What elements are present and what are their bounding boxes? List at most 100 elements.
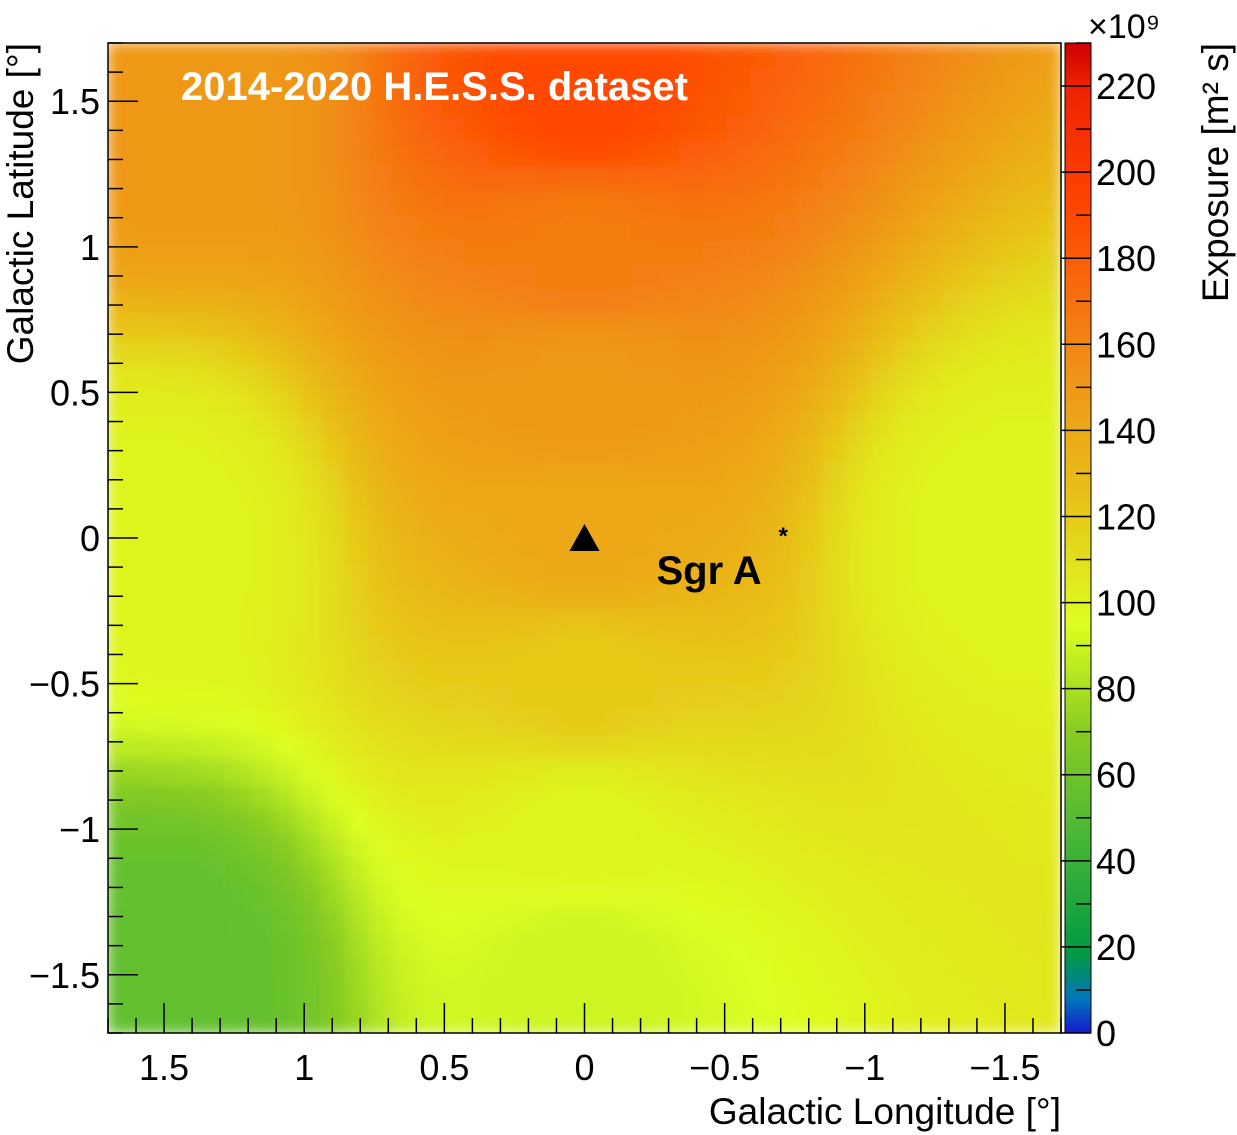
heatmap-cell [917,462,943,490]
heatmap-cell [917,685,943,713]
heatmap-cell [845,883,872,911]
heatmap-cell [369,413,395,440]
heatmap-cell [917,957,943,985]
heatmap-cell [774,586,800,614]
heatmap-cell [678,512,705,539]
heatmap-cell [750,957,777,985]
heatmap-cell [726,215,753,242]
heatmap-cell [178,43,205,69]
heatmap-cell [964,883,991,911]
heatmap-cell [154,660,181,688]
heatmap-cell [154,66,181,94]
heatmap-cell [321,363,348,391]
heatmap-cell [108,512,133,539]
heatmap-cell [631,289,657,317]
heatmap-cell [940,314,967,341]
heatmap-cell [464,561,491,589]
heatmap-cell [845,784,872,812]
heatmap-cell [797,413,824,440]
heatmap-cell [631,908,657,935]
heatmap-cell [297,586,324,614]
heatmap-cell [821,586,848,614]
heatmap-cell [488,858,515,886]
heatmap-cell [702,264,729,292]
heatmap-cell [583,314,610,341]
heatmap-cell [512,264,538,292]
heatmap-cell [940,487,967,515]
heatmap-cell [154,710,181,737]
heatmap-cell [226,586,252,614]
heatmap-cell [774,289,800,317]
heatmap-cell [750,537,777,564]
heatmap-cell [416,710,443,737]
heatmap-cell [345,710,372,737]
heatmap-cell [178,858,205,886]
heatmap-cell [678,636,705,663]
heatmap-cell [893,487,920,515]
heatmap-cell [750,363,777,391]
heatmap-cell [154,933,181,960]
heatmap-cell [750,611,777,638]
heatmap-cell [178,636,205,663]
heatmap-cell [726,289,753,317]
heatmap-cell [774,116,800,143]
heatmap-cell [130,735,157,762]
heatmap-cell [607,933,634,960]
heatmap-cell [869,685,896,713]
heatmap-cell [273,982,300,1010]
heatmap-cell [345,512,372,539]
heatmap-cell [392,710,419,737]
heatmap-cell [583,933,610,960]
heatmap-cell [154,165,181,193]
heatmap-cell [726,339,753,366]
heatmap-cell [917,240,943,267]
heatmap-cell [345,660,372,688]
heatmap-cell [797,660,824,688]
heatmap-cell [964,438,991,465]
heatmap-cell [583,957,610,985]
heatmap-cell [154,91,181,119]
heatmap-cell [273,116,300,143]
heatmap-cell [512,43,538,69]
heatmap-cell [249,858,276,886]
heatmap-cell [940,289,967,317]
heatmap-cell [1012,933,1039,960]
heatmap-cell [1036,165,1061,193]
heatmap-cell [750,91,777,119]
heatmap-cell [559,388,586,416]
heatmap-cell [821,215,848,242]
heatmap-cell [249,685,276,713]
heatmap-cell [202,91,229,119]
heatmap-cell [964,215,991,242]
heatmap-cell [416,289,443,317]
heatmap-cell [869,561,896,589]
heatmap-cell [821,43,848,69]
heatmap-cell [678,314,705,341]
heatmap-cell [108,43,133,69]
heatmap-cell [964,784,991,812]
heatmap-cell [917,834,943,861]
heatmap-cell [726,1007,753,1033]
heatmap-cell [869,388,896,416]
heatmap-cell [964,735,991,762]
heatmap-cell [702,487,729,515]
heatmap-cell [297,116,324,143]
heatmap-cell [821,834,848,861]
heatmap-cell [535,314,562,341]
heatmap-cell [321,43,348,69]
heatmap-cell [917,413,943,440]
heatmap-cell [440,190,467,218]
heatmap-cell [964,462,991,490]
heatmap-cell [178,611,205,638]
heatmap-cell [345,982,372,1010]
heatmap-cell [416,1007,443,1033]
heatmap-cell [416,116,443,143]
colorbar-tick-label: 0 [1096,1013,1116,1054]
heatmap-cell [345,388,372,416]
heatmap-cell [1012,363,1039,391]
heatmap-cell [178,537,205,564]
heatmap-cell [202,438,229,465]
heatmap-cell [797,957,824,985]
heatmap-cell [607,363,634,391]
heatmap-cell [249,487,276,515]
